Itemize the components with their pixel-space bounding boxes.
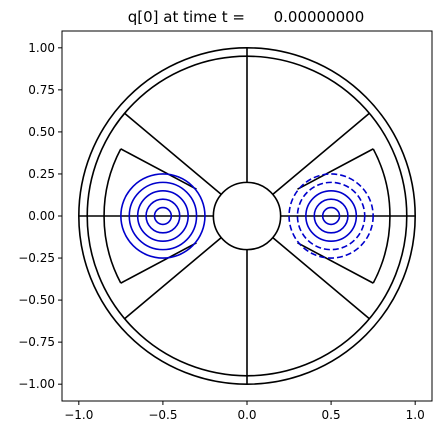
contour-1-0 (321, 206, 341, 226)
contour-0-4 (120, 173, 206, 259)
y-tick-label: 0.50 (28, 125, 55, 139)
contour-0-2 (136, 189, 189, 243)
mesh-inner-edge-1 (120, 148, 197, 190)
contour-1-2 (305, 189, 358, 243)
mesh-arc-left (103, 148, 122, 284)
mesh-wedge-edge-2 (124, 237, 222, 320)
mesh-inner-edge-3 (297, 242, 374, 284)
contour-0-1 (145, 198, 181, 234)
mesh-arc-right (372, 148, 391, 284)
x-tick-label: 1.0 (406, 408, 425, 422)
mesh-wedge-edge-3 (272, 237, 370, 320)
y-tick-label: 0.25 (28, 167, 55, 181)
x-tick-label: −0.5 (148, 408, 177, 422)
x-tick-label: −1.0 (64, 408, 93, 422)
mesh-inner-hole (212, 181, 282, 251)
y-tick-label: −1.00 (18, 377, 55, 391)
y-tick-label: −0.75 (18, 335, 55, 349)
contour-2-0 (296, 181, 366, 251)
x-tick-label: 0.0 (237, 408, 256, 422)
contour-0-3 (128, 181, 198, 251)
x-tick-label: 0.5 (322, 408, 341, 422)
mesh-inner-edge-0 (297, 148, 374, 190)
plot-area (78, 47, 416, 385)
y-tick-label: 1.00 (28, 41, 55, 55)
contour-0-0 (153, 206, 173, 226)
mesh-inner-edge-2 (120, 242, 197, 284)
y-tick-label: 0.75 (28, 83, 55, 97)
contour-2-1 (288, 173, 374, 259)
y-tick-label: 0.00 (28, 209, 55, 223)
mesh-wedge-edge-0 (272, 112, 370, 195)
axes: −1.0 −0.5 0.0 0.5 1.0 1.00 0.75 0.50 0.25 0.00 −0.… (18, 30, 433, 422)
y-tick-label: −0.50 (18, 293, 55, 307)
contour-1-1 (313, 198, 349, 234)
mesh-wedge-edge-1 (124, 112, 222, 195)
y-tick-label: −0.25 (18, 251, 55, 265)
chart-title: q[0] at time t = 0.00000000 (128, 8, 365, 26)
